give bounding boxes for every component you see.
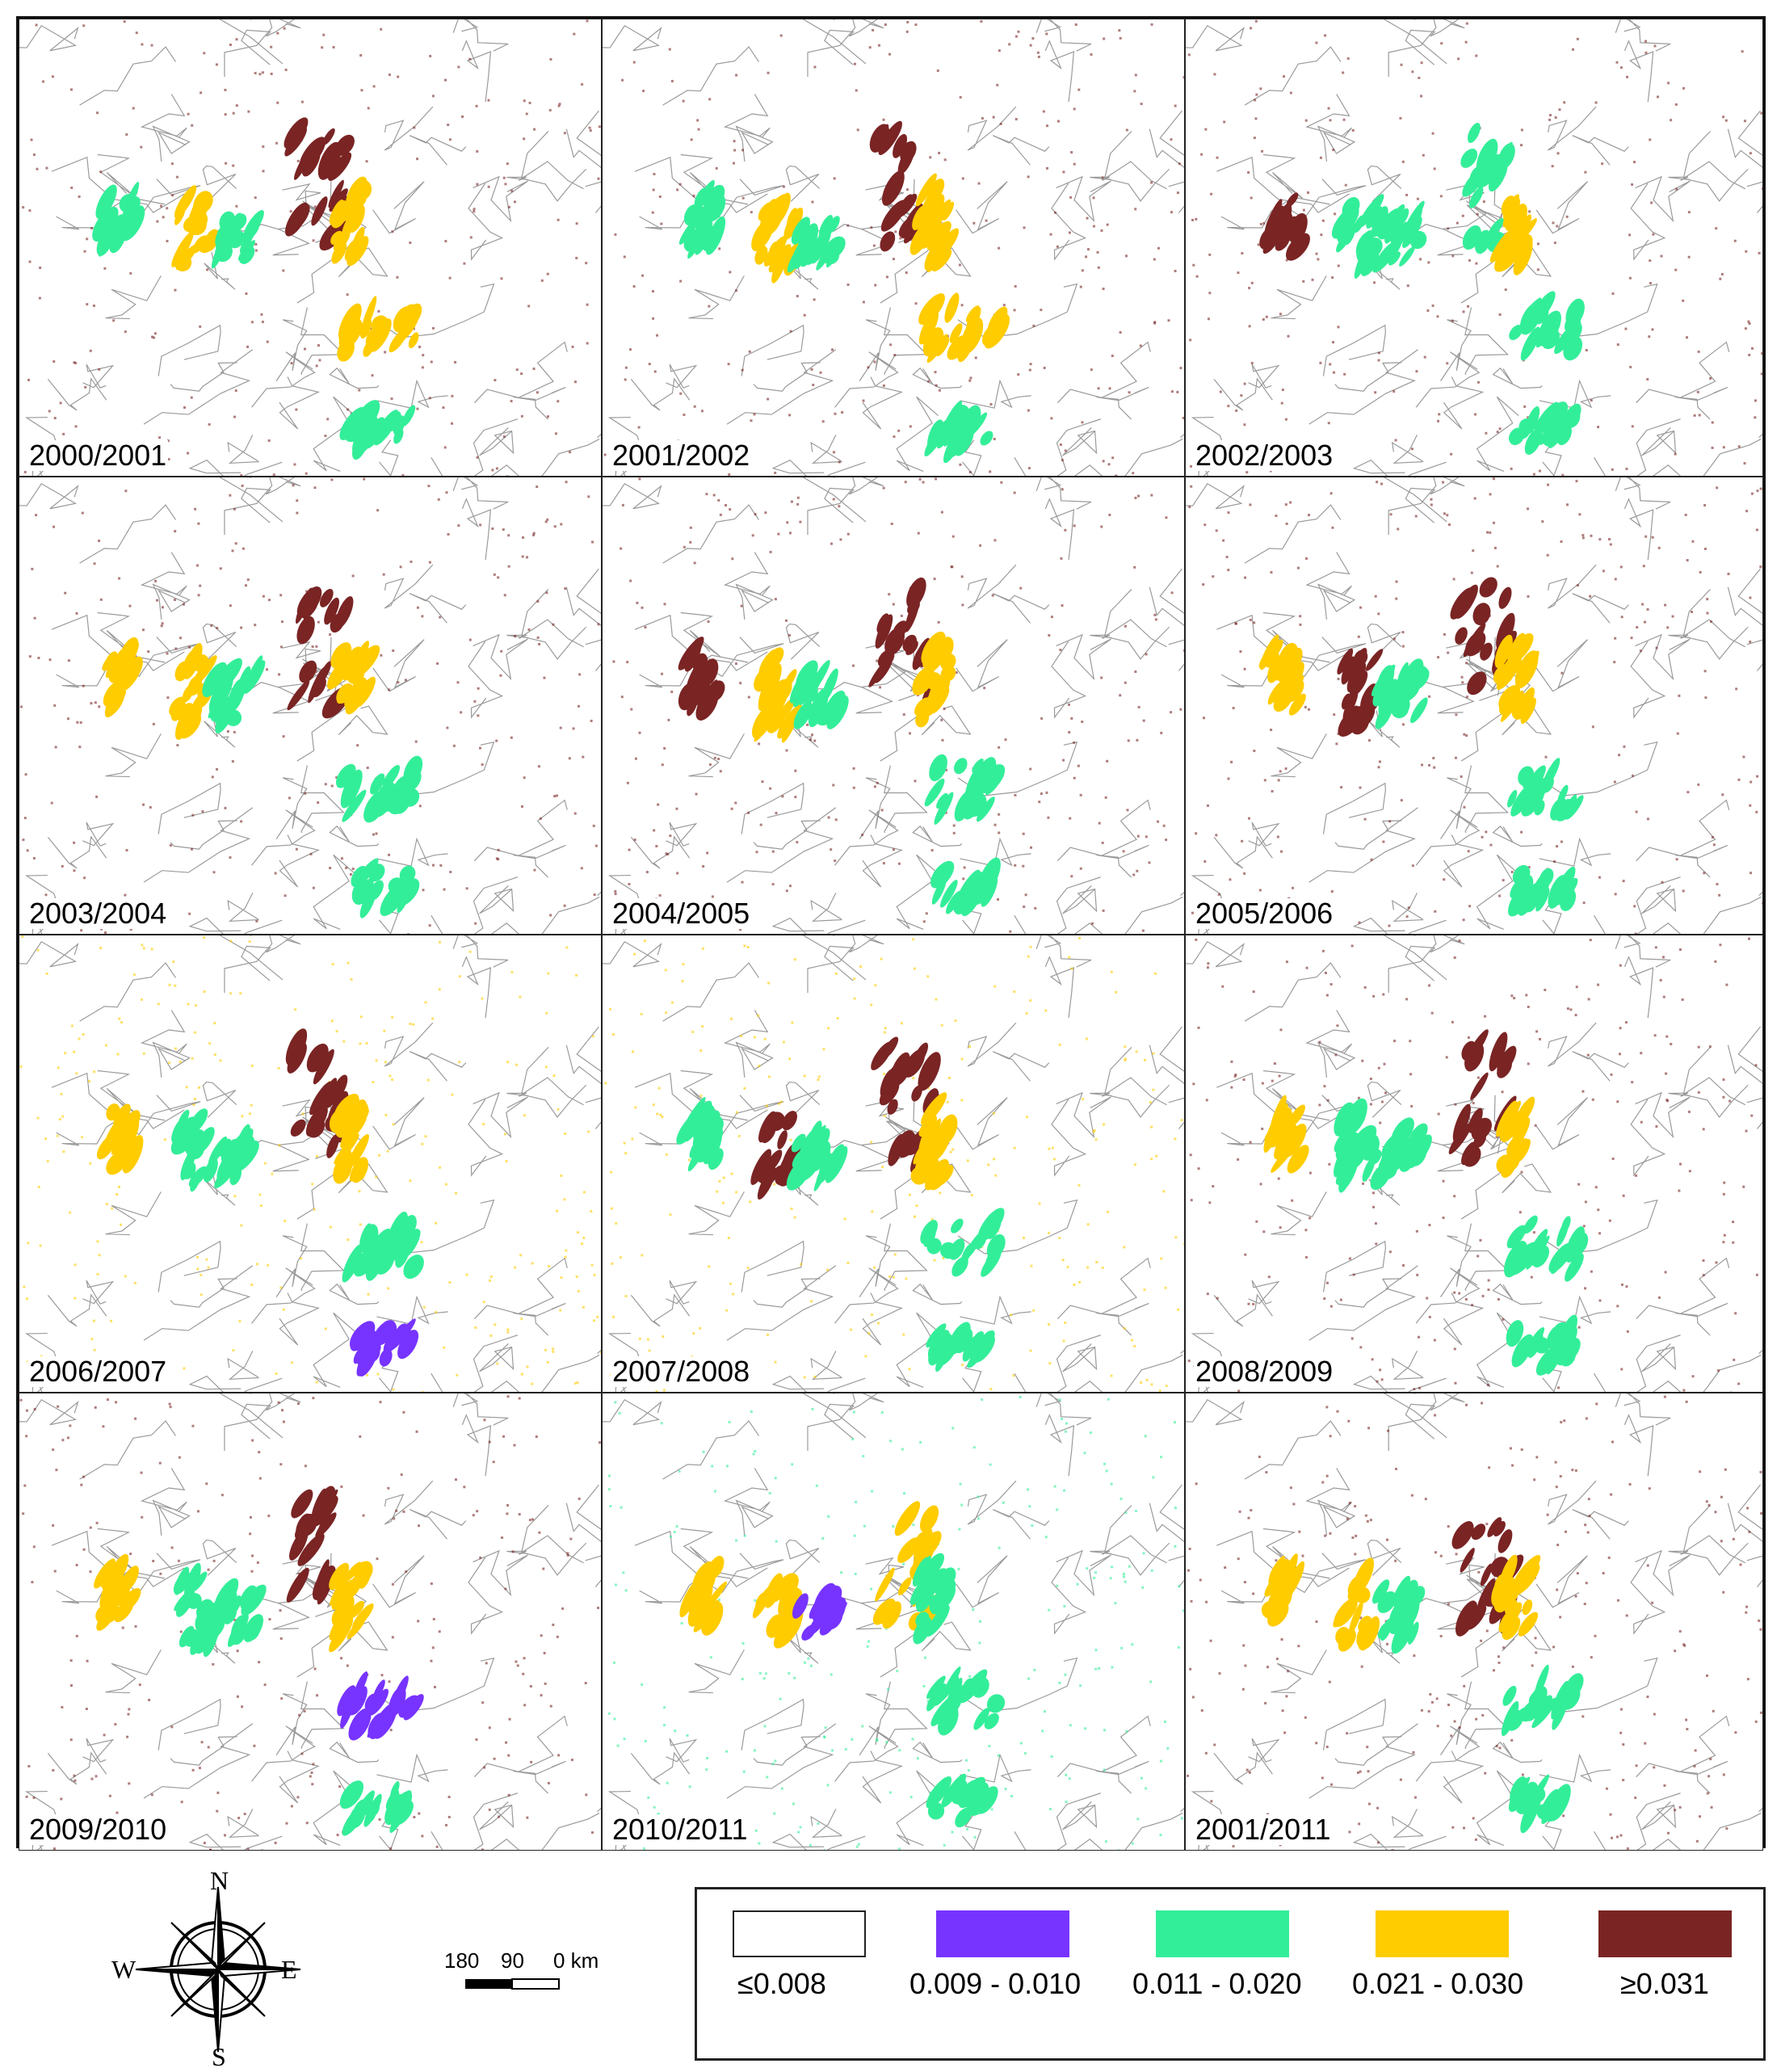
scale-bar-graphic: [444, 1948, 614, 1997]
cluster-west-a: [1255, 633, 1308, 718]
legend-swatch: [1598, 1910, 1732, 1957]
cluster-south-a: [1498, 1663, 1587, 1738]
map-panel: 2008/2009: [1185, 935, 1763, 1393]
scale-bar: 180 90 0 km: [444, 1948, 614, 1997]
compass-west-label: W: [111, 1955, 136, 1985]
region-boundaries: [19, 935, 601, 1392]
cluster-west-a: [1255, 191, 1315, 265]
cluster-west-c: [787, 657, 853, 733]
map-panel: 2001/2002: [602, 19, 1185, 477]
legend-swatch: [1156, 1910, 1289, 1957]
cluster-south-b: [347, 855, 424, 920]
legend: ≤0.008 0.009 - 0.010 0.011 - 0.020 0.021 - …: [695, 1887, 1766, 2061]
panel-year-label: 2006/2007: [27, 1356, 168, 1387]
cluster-south-a: [1506, 288, 1589, 364]
map-panel: 2005/2006: [1185, 477, 1763, 935]
region-boundaries: [1186, 477, 1762, 934]
panel-year-label: 2001/2011: [1194, 1814, 1333, 1845]
panel-year-label: 2003/2004: [27, 898, 168, 929]
panel-year-label: 2010/2011: [611, 1814, 750, 1845]
cluster-west-b: [166, 1106, 221, 1193]
legend-swatch: [1376, 1910, 1509, 1957]
map-panel: 2001/2011: [1185, 1393, 1763, 1851]
region-map: [1186, 477, 1762, 934]
cluster-west-a: [672, 1095, 727, 1173]
compass-east-label: E: [281, 1955, 297, 1985]
map-panel: 2004/2005: [602, 477, 1185, 935]
compass-south-label: S: [212, 2042, 226, 2072]
cluster-south-b: [1506, 1773, 1576, 1835]
cluster-south-a: [917, 1204, 1009, 1280]
cluster-west-a: [99, 634, 148, 720]
legend-swatch: [733, 1910, 866, 1957]
cluster-south-a: [1506, 756, 1586, 825]
cluster-west-c: [1369, 1574, 1429, 1657]
panel-year-label: 2009/2010: [27, 1814, 168, 1845]
cluster-south-a: [914, 289, 1014, 365]
map-panel: 2006/2007: [19, 935, 602, 1393]
region-map: [19, 1393, 601, 1850]
cluster-south-a: [334, 1670, 427, 1744]
cluster-west-a: [87, 180, 149, 258]
cluster-south-a: [922, 751, 1010, 826]
panel-year-label: 2008/2009: [1194, 1356, 1334, 1387]
region-map: [19, 19, 601, 476]
legend-label: ≥0.031: [1620, 1967, 1709, 2001]
cluster-south-b: [923, 1318, 999, 1373]
legend-label: 0.021 - 0.030: [1352, 1967, 1523, 2001]
cluster-south-b: [1506, 397, 1585, 457]
map-panel: 2007/2008: [602, 935, 1185, 1393]
region-map: [603, 477, 1184, 934]
region-map: [1186, 1393, 1762, 1850]
cluster-west-c: [208, 208, 267, 271]
legend-label: 0.009 - 0.010: [909, 1967, 1081, 2001]
cluster-west-a: [93, 1101, 147, 1179]
panel-year-label: 2005/2006: [1194, 898, 1334, 929]
cluster-south-a: [338, 1209, 428, 1285]
cluster-south-b: [335, 396, 418, 462]
cluster-south-a: [334, 295, 425, 364]
region-map: [1186, 19, 1762, 476]
cluster-west-a: [676, 1553, 729, 1639]
panel-year-label: 2001/2002: [611, 440, 751, 471]
cluster-south-b: [926, 855, 1005, 919]
cluster-south-a: [924, 1665, 1009, 1738]
cluster-south-b: [1503, 1313, 1586, 1380]
cluster-west-b: [1329, 1555, 1384, 1654]
region-map: [1186, 935, 1762, 1392]
region-map: [603, 19, 1184, 476]
panel-year-label: 2007/2008: [611, 1356, 751, 1387]
map-panel-grid: 2000/2001 2001/2002 2002/2003 2003/2004 2004…: [16, 16, 1766, 1848]
cluster-west-a: [674, 633, 729, 724]
panel-year-label: 2004/2005: [611, 898, 751, 929]
region-map: [19, 477, 601, 934]
map-panel: 2002/2003: [1185, 19, 1763, 477]
cluster-south-b: [921, 399, 995, 466]
cluster-central-b: [326, 174, 374, 269]
region-map: [603, 935, 1184, 1392]
cluster-south-b: [335, 1776, 418, 1839]
cluster-south-b: [345, 1316, 422, 1379]
legend-swatch: [936, 1910, 1069, 1957]
cluster-west-c: [1368, 655, 1433, 731]
map-panel: 2000/2001: [19, 19, 602, 477]
compass-north-label: N: [210, 1866, 229, 1896]
cluster-west-a: [90, 1551, 145, 1633]
legend-label: ≤0.008: [737, 1967, 826, 2001]
panel-year-label: 2000/2001: [27, 440, 168, 471]
compass-rose: N S W E: [121, 1872, 315, 2066]
region-map: [19, 935, 601, 1392]
legend-label: 0.011 - 0.020: [1132, 1967, 1302, 2001]
cluster-west-a: [1258, 1552, 1308, 1630]
map-panel: 2009/2010: [19, 1393, 602, 1851]
panel-year-label: 2002/2003: [1194, 440, 1334, 471]
cluster-south-a: [332, 753, 426, 826]
map-panel: 2003/2004: [19, 477, 602, 935]
cluster-south-a: [1499, 1213, 1593, 1284]
region-map: [603, 1393, 1184, 1850]
cluster-south-b: [922, 1771, 1002, 1830]
map-panel: 2010/2011: [602, 1393, 1185, 1851]
cluster-west-a: [677, 178, 730, 260]
